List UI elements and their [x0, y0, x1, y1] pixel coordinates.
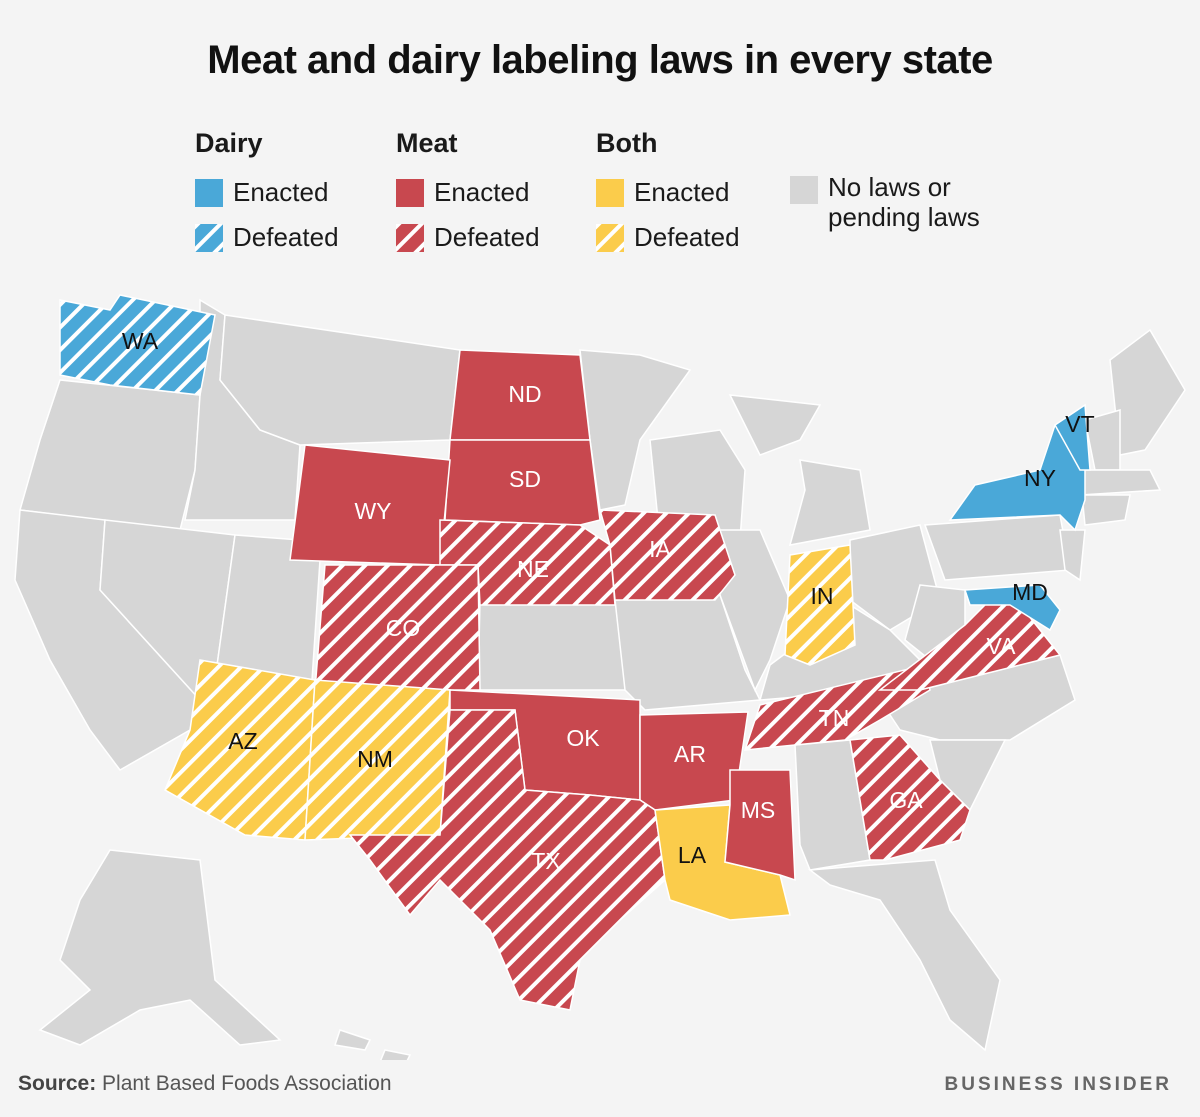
state-shape-FL	[807, 859, 1001, 1052]
state-shape-MI	[728, 394, 871, 546]
state-shape-OR	[19, 379, 201, 531]
state-label-MS: MS	[741, 797, 776, 823]
state-label-WA: WA	[122, 328, 159, 354]
legend-label-none: No laws or pending laws	[828, 172, 980, 232]
state-label-TN: TN	[819, 705, 850, 731]
swatch-meat-defeated	[396, 223, 424, 252]
state-label-VA: VA	[987, 633, 1017, 659]
state-label-NE: NE	[517, 556, 549, 582]
swatch-meat-enacted	[396, 178, 424, 207]
legend-label-meat-defeated: Defeated	[434, 222, 540, 252]
legend-item-meat-enacted: Enacted	[396, 170, 540, 215]
state-shape-IA	[598, 509, 736, 601]
state-shape-GA	[849, 734, 971, 861]
state-shape-CO	[314, 564, 481, 691]
map-state-labels: WA ND SD WY NE IA CO AZ NM OK AR TX LA MS TN GA VA IN MD NY…	[122, 328, 1095, 874]
state-label-AZ: AZ	[228, 728, 257, 754]
legend-item-meat-defeated: Defeated	[396, 215, 540, 260]
brand-logo: BUSINESS INSIDER	[944, 1074, 1172, 1095]
legend-item-none: No laws or pending laws	[790, 172, 1018, 232]
state-label-NM: NM	[357, 746, 393, 772]
state-label-ND: ND	[508, 381, 541, 407]
state-shape-PA	[923, 514, 1071, 581]
state-shape-MA	[1079, 469, 1162, 496]
state-label-AR: AR	[674, 741, 706, 767]
state-label-VT: VT	[1065, 411, 1094, 437]
state-shape-NJ	[1059, 529, 1086, 582]
state-shape-MD	[963, 584, 1061, 632]
state-label-GA: GA	[889, 787, 923, 813]
source-label: Source:	[18, 1072, 97, 1095]
map-background-states	[14, 298, 1186, 1060]
state-shape-VT	[1054, 403, 1091, 471]
state-label-IN: IN	[811, 583, 834, 609]
swatch-both-enacted	[596, 178, 624, 207]
legend-label-meat-enacted: Enacted	[434, 177, 530, 207]
state-shape-TX	[348, 709, 666, 1011]
legend-label-dairy-enacted: Enacted	[233, 177, 329, 207]
state-shape-ME	[1109, 328, 1186, 456]
legend-label-both-defeated: Defeated	[634, 222, 740, 252]
swatch-dairy-defeated	[195, 223, 223, 252]
state-shape-MS	[724, 769, 796, 882]
state-shape-WA	[59, 294, 216, 396]
swatch-both-defeated	[596, 223, 624, 252]
map-colored-states	[59, 294, 1091, 1011]
legend-item-both-defeated: Defeated	[596, 215, 740, 260]
swatch-dairy-enacted	[195, 178, 223, 207]
legend-item-both-enacted: Enacted	[596, 170, 740, 215]
state-shape-KS	[477, 599, 636, 691]
legend-heading-dairy: Dairy	[195, 128, 263, 158]
state-shape-HI	[334, 1029, 412, 1060]
state-label-TX: TX	[531, 848, 560, 874]
state-label-SD: SD	[509, 466, 541, 492]
state-shape-UT	[214, 534, 321, 681]
state-label-NY: NY	[1024, 465, 1056, 491]
legend-group-dairy: Dairy Enacted Defeated	[195, 128, 339, 260]
legend-item-dairy-defeated: Defeated	[195, 215, 339, 260]
chart-title: Meat and dairy labeling laws in every st…	[207, 38, 993, 82]
state-shape-AK	[38, 849, 282, 1046]
legend-label-dairy-defeated: Defeated	[233, 222, 339, 252]
legend-group-both: Both Enacted Defeated	[596, 128, 740, 260]
legend-item-dairy-enacted: Enacted	[195, 170, 339, 215]
source-text: Plant Based Foods Association	[102, 1072, 392, 1095]
state-label-OK: OK	[566, 725, 600, 751]
state-label-LA: LA	[678, 842, 707, 868]
source-line: Source: Plant Based Foods Association	[18, 1072, 392, 1096]
legend-label-both-enacted: Enacted	[634, 177, 730, 207]
state-shape-IL	[719, 529, 791, 692]
legend-group-meat: Meat Enacted Defeated	[396, 128, 540, 260]
state-label-CO: CO	[386, 615, 421, 641]
state-shape-MT	[219, 314, 461, 446]
legend: Dairy Enacted Defeated Meat Enacted Defe…	[0, 128, 1200, 258]
us-map: WA ND SD WY NE IA CO AZ NM OK AR TX LA MS TN GA VA IN MD NY…	[14, 294, 1186, 1060]
state-label-IA: IA	[649, 536, 671, 562]
legend-heading-meat: Meat	[396, 128, 458, 158]
swatch-none	[790, 176, 818, 204]
legend-heading-both: Both	[596, 128, 658, 158]
state-shape-IN	[784, 544, 856, 666]
state-shape-CT	[1081, 494, 1131, 526]
state-label-MD: MD	[1012, 579, 1048, 605]
state-label-WY: WY	[354, 498, 391, 524]
state-shape-AR	[639, 711, 749, 811]
